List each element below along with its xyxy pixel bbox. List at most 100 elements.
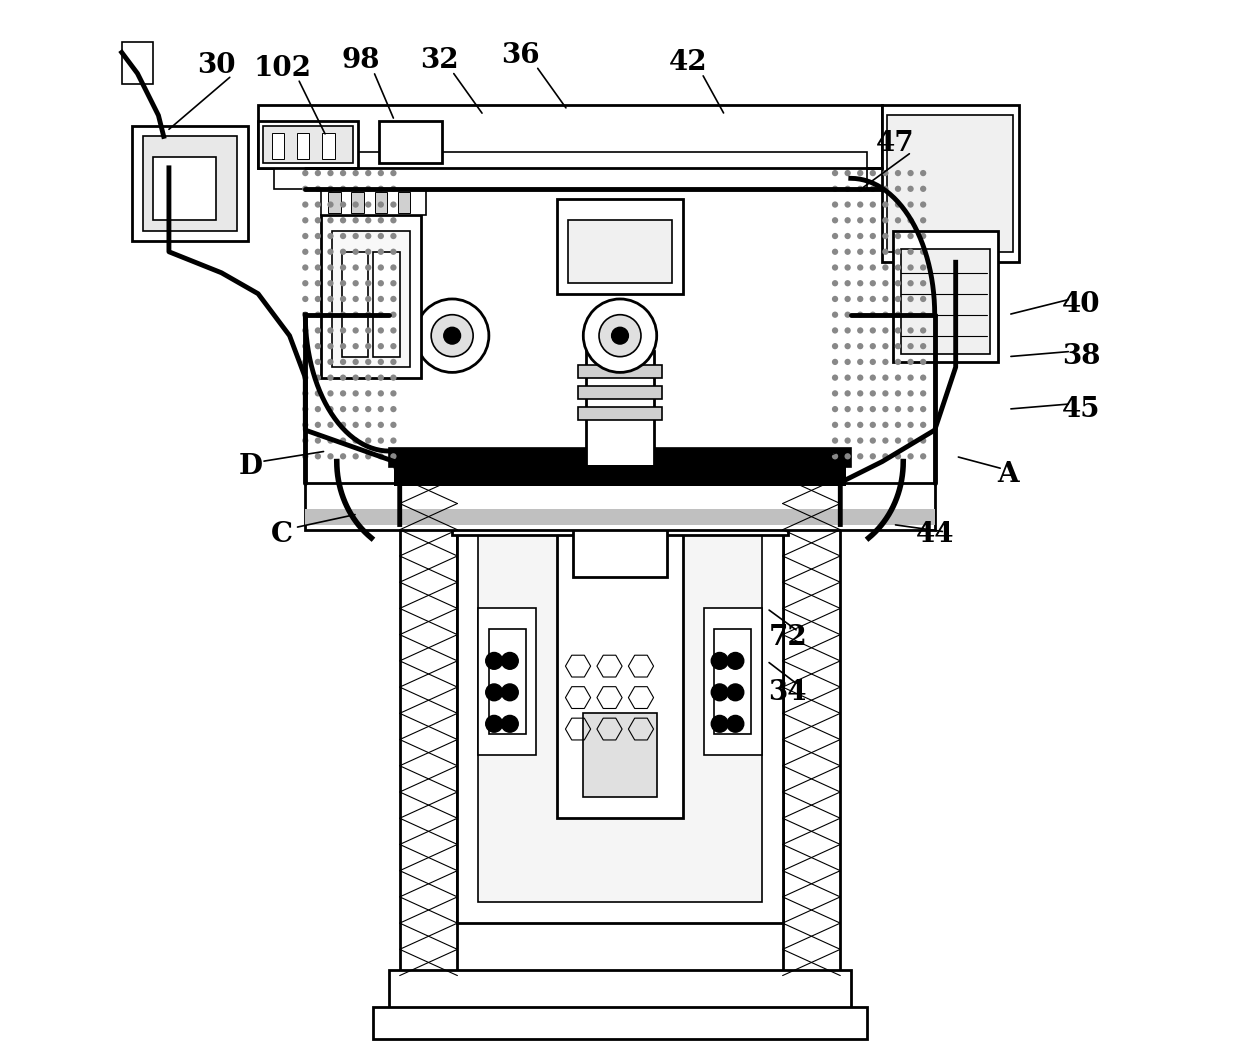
Circle shape bbox=[920, 186, 926, 192]
Circle shape bbox=[882, 374, 889, 381]
Circle shape bbox=[327, 359, 334, 365]
Circle shape bbox=[844, 186, 851, 192]
Circle shape bbox=[908, 343, 914, 349]
Circle shape bbox=[727, 652, 744, 669]
Bar bbox=[305, 483, 935, 530]
Text: D: D bbox=[239, 453, 263, 480]
Circle shape bbox=[340, 217, 346, 223]
Circle shape bbox=[340, 422, 346, 428]
Circle shape bbox=[303, 296, 309, 302]
Bar bbox=[734, 488, 760, 530]
Circle shape bbox=[895, 217, 901, 223]
Circle shape bbox=[895, 374, 901, 381]
Circle shape bbox=[365, 359, 372, 365]
Circle shape bbox=[908, 249, 914, 255]
Circle shape bbox=[832, 453, 838, 459]
Circle shape bbox=[844, 422, 851, 428]
Circle shape bbox=[869, 201, 875, 208]
Circle shape bbox=[882, 327, 889, 334]
Circle shape bbox=[869, 296, 875, 302]
Circle shape bbox=[315, 217, 321, 223]
Bar bbox=[714, 629, 751, 734]
Bar bbox=[331, 231, 410, 367]
Bar bbox=[322, 133, 335, 159]
Circle shape bbox=[378, 390, 384, 397]
Circle shape bbox=[391, 264, 397, 271]
Circle shape bbox=[920, 374, 926, 381]
Circle shape bbox=[857, 201, 863, 208]
Bar bbox=[321, 189, 425, 215]
Circle shape bbox=[882, 359, 889, 365]
Circle shape bbox=[920, 327, 926, 334]
Bar bbox=[389, 970, 851, 1018]
Circle shape bbox=[303, 312, 309, 318]
Circle shape bbox=[882, 437, 889, 444]
Circle shape bbox=[340, 437, 346, 444]
Circle shape bbox=[303, 217, 309, 223]
Bar bbox=[258, 105, 882, 168]
Bar bbox=[541, 488, 567, 530]
Bar bbox=[389, 448, 851, 467]
Circle shape bbox=[315, 390, 321, 397]
Circle shape bbox=[391, 249, 397, 255]
Circle shape bbox=[611, 327, 629, 344]
Circle shape bbox=[378, 437, 384, 444]
Circle shape bbox=[844, 406, 851, 412]
Circle shape bbox=[908, 390, 914, 397]
Circle shape bbox=[832, 170, 838, 176]
Circle shape bbox=[857, 170, 863, 176]
Circle shape bbox=[832, 312, 838, 318]
Bar bbox=[696, 488, 722, 530]
Circle shape bbox=[303, 359, 309, 365]
Circle shape bbox=[908, 280, 914, 286]
Circle shape bbox=[501, 684, 518, 701]
Circle shape bbox=[352, 312, 358, 318]
Circle shape bbox=[327, 437, 334, 444]
Circle shape bbox=[895, 186, 901, 192]
Circle shape bbox=[378, 201, 384, 208]
Circle shape bbox=[857, 359, 863, 365]
Bar bbox=[479, 608, 536, 755]
Circle shape bbox=[920, 296, 926, 302]
Circle shape bbox=[857, 264, 863, 271]
Circle shape bbox=[352, 422, 358, 428]
Circle shape bbox=[378, 359, 384, 365]
Circle shape bbox=[315, 186, 321, 192]
Circle shape bbox=[486, 684, 502, 701]
Circle shape bbox=[378, 249, 384, 255]
Circle shape bbox=[340, 280, 346, 286]
Circle shape bbox=[882, 280, 889, 286]
Circle shape bbox=[869, 217, 875, 223]
Circle shape bbox=[340, 249, 346, 255]
Circle shape bbox=[391, 359, 397, 365]
Circle shape bbox=[303, 186, 309, 192]
Circle shape bbox=[378, 280, 384, 286]
Circle shape bbox=[352, 359, 358, 365]
Circle shape bbox=[869, 264, 875, 271]
Circle shape bbox=[857, 406, 863, 412]
Circle shape bbox=[908, 422, 914, 428]
Circle shape bbox=[340, 296, 346, 302]
Circle shape bbox=[352, 264, 358, 271]
Circle shape bbox=[303, 280, 309, 286]
Circle shape bbox=[908, 312, 914, 318]
Circle shape bbox=[844, 453, 851, 459]
Circle shape bbox=[832, 217, 838, 223]
Circle shape bbox=[391, 280, 397, 286]
Text: A: A bbox=[997, 461, 1019, 488]
Bar bbox=[133, 126, 248, 241]
Bar bbox=[329, 192, 341, 213]
Bar bbox=[557, 199, 683, 294]
Circle shape bbox=[365, 296, 372, 302]
Circle shape bbox=[857, 343, 863, 349]
Circle shape bbox=[340, 453, 346, 459]
Circle shape bbox=[352, 406, 358, 412]
Circle shape bbox=[869, 170, 875, 176]
Circle shape bbox=[844, 437, 851, 444]
Circle shape bbox=[327, 390, 334, 397]
Circle shape bbox=[844, 359, 851, 365]
Circle shape bbox=[501, 652, 518, 669]
Circle shape bbox=[908, 296, 914, 302]
Text: 36: 36 bbox=[501, 42, 539, 69]
Circle shape bbox=[844, 374, 851, 381]
